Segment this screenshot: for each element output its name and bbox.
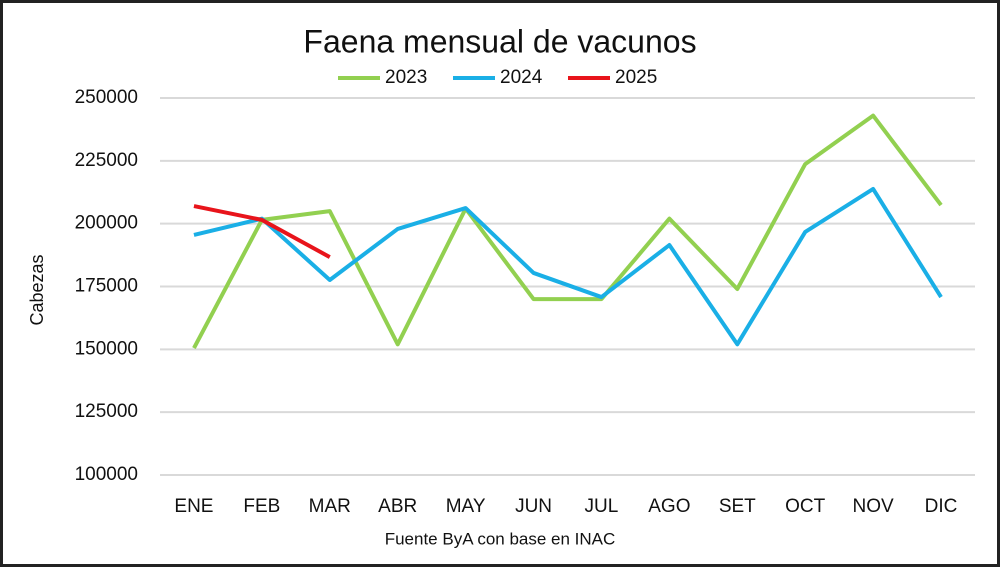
legend-label: 2025 — [615, 67, 657, 88]
x-tick-label: JUN — [515, 496, 552, 517]
line-series — [193, 186, 943, 347]
line-series — [192, 113, 943, 350]
x-tick-label: ENE — [174, 496, 213, 517]
line-series — [193, 204, 331, 259]
legend-label: 2023 — [385, 67, 427, 88]
y-tick-label: 100000 — [75, 464, 138, 485]
chart-title: Faena mensual de vacunos — [303, 23, 696, 59]
y-tick-label: 175000 — [75, 276, 138, 297]
x-tick-label: FEB — [243, 496, 280, 517]
y-tick-label: 150000 — [75, 338, 138, 359]
y-tick-label: 125000 — [75, 401, 138, 422]
x-tick-label: NOV — [853, 496, 895, 517]
x-tick-label: JUL — [585, 496, 619, 517]
x-tick-label: MAR — [309, 496, 351, 517]
x-tick-label: OCT — [785, 496, 826, 517]
legend-label: 2024 — [500, 67, 543, 88]
x-tick-label: SET — [719, 496, 756, 517]
y-tick-label: 250000 — [75, 87, 138, 108]
y-axis-label: Cabezas — [27, 254, 47, 325]
y-tick-label: 225000 — [75, 150, 138, 171]
x-tick-label: MAY — [446, 496, 486, 517]
y-tick-label: 200000 — [75, 213, 138, 234]
x-tick-label: ABR — [378, 496, 417, 517]
x-tick-label: DIC — [925, 496, 958, 517]
source-note: Fuente ByA con base en INAC — [385, 529, 616, 548]
x-tick-label: AGO — [648, 496, 690, 517]
